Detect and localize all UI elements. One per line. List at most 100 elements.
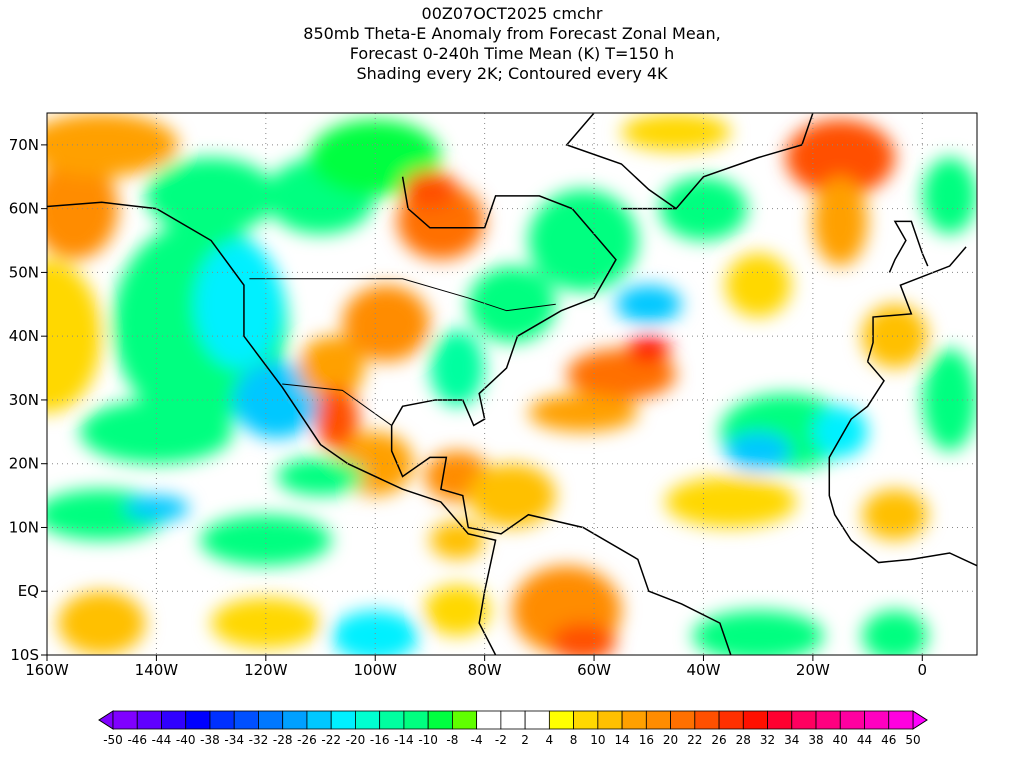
colorbar-label: -4: [471, 733, 483, 747]
colorbar-label: -14: [394, 733, 414, 747]
colorbar-box: [742, 710, 768, 730]
colorbar-box: [815, 710, 841, 730]
colorbar-label: -38: [200, 733, 220, 747]
colorbar-box: [670, 710, 696, 730]
colorbar-box: [403, 710, 429, 730]
colorbar-box: [258, 710, 284, 730]
y-tick-label: 70N: [9, 136, 39, 154]
colorbar-box: [136, 710, 162, 730]
colorbar-box: [597, 710, 623, 730]
colorbar-box: [645, 710, 671, 730]
colorbar-box: [839, 710, 865, 730]
field-region: [528, 393, 638, 432]
colorbar-label: 40: [833, 733, 848, 747]
coastline: [390, 425, 732, 655]
colorbar-label: 50: [905, 733, 920, 747]
field-region: [862, 489, 928, 541]
coastline: [390, 176, 617, 427]
x-tick-label: 0: [918, 661, 928, 679]
coastline: [866, 246, 967, 362]
field-region: [528, 189, 638, 292]
field-region: [331, 610, 419, 655]
colorbar-box: [621, 710, 647, 730]
colorbar-label: -22: [321, 733, 341, 747]
colorbar-box: [233, 710, 259, 730]
colorbar-box: [767, 710, 793, 730]
colorbar-box: [185, 710, 211, 730]
colorbar-label: 44: [857, 733, 872, 747]
y-tick-label: 20N: [9, 455, 39, 473]
colorbar-box: [451, 710, 478, 730]
colorbar-box: [161, 710, 187, 730]
field-region: [429, 521, 485, 560]
field-region: [233, 361, 321, 439]
x-tick-label: 100W: [354, 661, 398, 679]
colorbar-label: 46: [881, 733, 896, 747]
coastline: [47, 201, 497, 655]
y-tick-label: EQ: [18, 582, 39, 600]
colorbar-label: -20: [346, 733, 366, 747]
field-region: [47, 259, 102, 413]
y-tick-label: 10S: [10, 646, 39, 664]
colorbar-box: [500, 710, 526, 730]
field-region: [812, 406, 868, 458]
colorbar-high-extend: [912, 710, 928, 730]
colorbar-label: 2: [521, 733, 529, 747]
colorbar-label: 34: [784, 733, 799, 747]
colorbar-box: [476, 710, 502, 730]
x-tick-label: 20W: [796, 661, 830, 679]
colorbar-box: [524, 710, 550, 730]
field-region: [57, 591, 146, 655]
x-tick-label: 80W: [468, 661, 502, 679]
y-tick-label: 30N: [9, 391, 39, 409]
colorbar-box: [306, 710, 332, 730]
colorbar-label: -40: [176, 733, 196, 747]
shading-field: [47, 113, 977, 655]
colorbar-label: -32: [249, 733, 269, 747]
colorbar-label: -10: [418, 733, 438, 747]
field-region: [315, 387, 359, 451]
field-region: [309, 119, 441, 196]
field-region: [621, 113, 731, 152]
title-line-3: Forecast 0-240h Time Mean (K) T=150 h: [349, 44, 675, 63]
colorbar-box: [379, 710, 405, 730]
x-tick-label: 40W: [687, 661, 721, 679]
field-region: [615, 285, 682, 324]
field-region: [550, 623, 616, 655]
colorbar-label: -26: [297, 733, 317, 747]
field-region: [468, 266, 556, 343]
field-region: [626, 336, 671, 362]
colorbar-label: -16: [370, 733, 390, 747]
colorbar-box: [791, 710, 817, 730]
colorbar-label: 4: [546, 733, 554, 747]
colorbar-label: 8: [570, 733, 578, 747]
coastline: [565, 113, 677, 210]
field-region: [812, 176, 868, 267]
coastline: [828, 361, 977, 567]
field-region: [862, 610, 928, 655]
x-tick-label: 60W: [577, 661, 611, 679]
coastlines: [47, 113, 977, 655]
colorbar-box: [888, 710, 914, 730]
colorbar-label: 22: [687, 733, 702, 747]
colorbar-box: [548, 710, 575, 730]
field-region: [725, 253, 791, 318]
field-region: [342, 285, 430, 362]
colorbar-label: -34: [224, 733, 244, 747]
colorbar-label: -28: [273, 733, 293, 747]
colorbar-label: -44: [152, 733, 172, 747]
x-tick-label: 120W: [244, 661, 288, 679]
colorbar-box: [427, 710, 453, 730]
colorbar-box: [209, 710, 235, 730]
colorbar-label: 20: [663, 733, 678, 747]
field-region: [922, 348, 977, 451]
y-tick-label: 50N: [9, 263, 39, 281]
colorbar-label: -46: [127, 733, 147, 747]
field-region: [922, 157, 977, 235]
field-region: [692, 610, 824, 655]
colorbar-box: [718, 710, 744, 730]
title-line-2: 850mb Theta-E Anomaly from Forecast Zona…: [303, 24, 721, 43]
field-region: [429, 329, 485, 407]
